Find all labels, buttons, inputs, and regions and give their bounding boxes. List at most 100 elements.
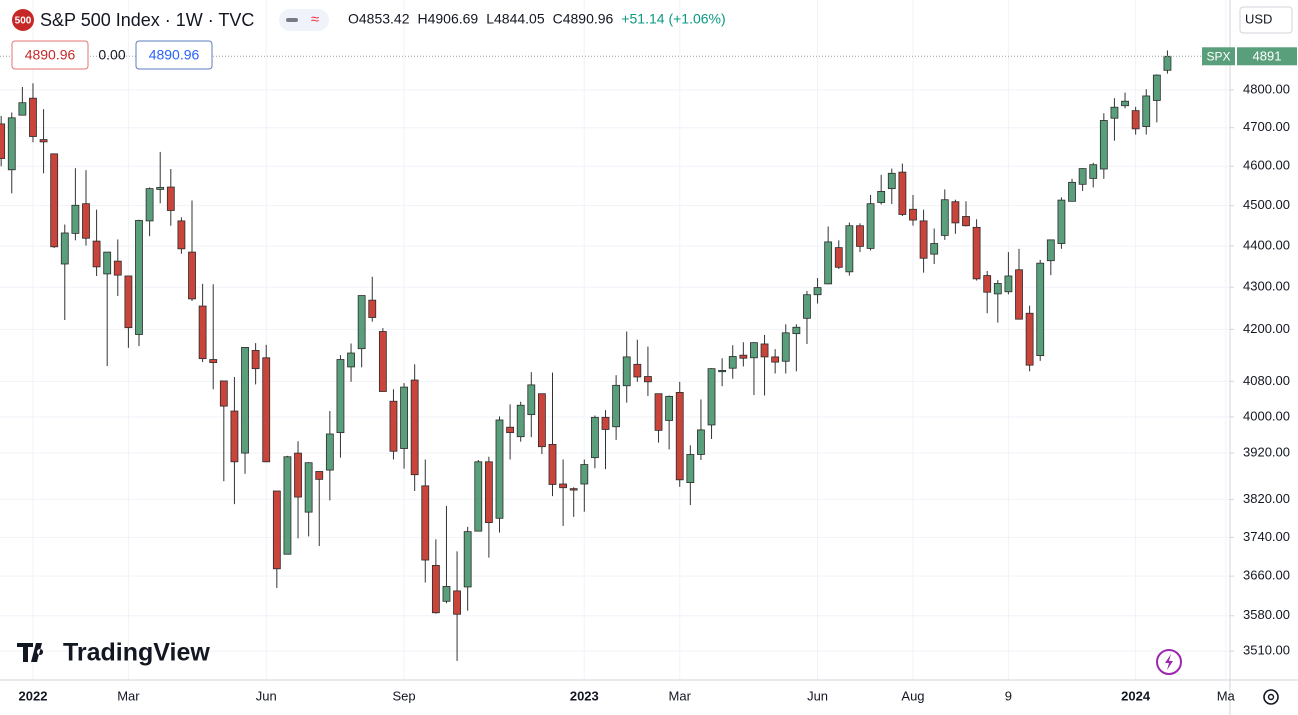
- candle-body: [325, 433, 334, 471]
- candle-body: [633, 363, 642, 378]
- candle-body: [1046, 239, 1055, 262]
- x-tick-label: Ma: [1217, 688, 1236, 703]
- price-tag-label: 4891: [1253, 49, 1282, 64]
- candle-body: [887, 172, 896, 190]
- symbol-tag-label: SPX: [1206, 49, 1230, 63]
- candle-body: [909, 208, 917, 221]
- candle-body: [336, 359, 345, 434]
- candle-body: [198, 305, 207, 360]
- candle-body: [1142, 95, 1151, 127]
- candle-body: [50, 153, 59, 248]
- candle-body: [1036, 262, 1045, 357]
- y-tick-label: 4600.00: [1243, 158, 1290, 173]
- candle-body: [103, 251, 112, 275]
- y-tick-label: 4200.00: [1243, 321, 1290, 336]
- candle-body: [856, 225, 864, 247]
- watermark: TradingView: [63, 639, 210, 667]
- candle-body: [516, 404, 525, 438]
- candle-body: [29, 97, 37, 137]
- candle-body: [315, 471, 324, 480]
- candle-body: [177, 220, 186, 250]
- symbol-logo-text: 500: [15, 16, 32, 27]
- candle-body: [219, 380, 228, 407]
- candle-body: [389, 400, 398, 452]
- ohlc-value: H4906.69: [418, 11, 479, 27]
- candle-body: [39, 139, 48, 143]
- y-tick-label: 4080.00: [1243, 373, 1290, 388]
- candle-body: [951, 201, 960, 224]
- candle-body: [1057, 199, 1066, 244]
- candle-body: [697, 429, 705, 455]
- candle-body: [1004, 275, 1013, 293]
- indicator-toggle[interactable]: [279, 9, 329, 31]
- candle-body: [135, 220, 143, 335]
- candle-body: [675, 391, 684, 481]
- y-tick-label: 4800.00: [1243, 81, 1290, 96]
- candle-body: [622, 356, 631, 387]
- y-tick-label: 3920.00: [1243, 445, 1290, 460]
- candle-body: [463, 531, 472, 588]
- buy-box[interactable]: [135, 40, 213, 70]
- candle-body: [803, 294, 811, 319]
- candle-body: [739, 354, 748, 359]
- toggle-icon: [286, 18, 298, 22]
- candle-body: [644, 376, 652, 383]
- candle-body: [993, 283, 1002, 295]
- candle-body: [569, 488, 578, 491]
- candle-body: [962, 216, 970, 227]
- candle-body: [495, 419, 504, 519]
- buy-price: 4890.96: [149, 47, 200, 63]
- candle-body: [940, 199, 949, 236]
- candle-body: [484, 461, 493, 523]
- y-tick-label: 3820.00: [1243, 491, 1290, 506]
- candle-body: [824, 241, 833, 285]
- candle-body: [919, 220, 928, 259]
- candle-body: [834, 247, 843, 268]
- settings-icon-center: [1267, 693, 1275, 701]
- candle-body: [145, 188, 154, 222]
- price-tag: [1237, 47, 1297, 66]
- candle-body: [866, 203, 875, 249]
- candle-body: [71, 204, 80, 234]
- symbol-logo: [12, 9, 34, 31]
- candle-body: [1163, 55, 1172, 71]
- candle-body: [548, 444, 557, 485]
- candle-body: [983, 275, 992, 293]
- candle-body: [813, 287, 822, 296]
- candle-body: [7, 117, 16, 171]
- currency-box[interactable]: [1239, 6, 1293, 34]
- settings-icon[interactable]: [1263, 689, 1279, 705]
- candle-body: [431, 564, 440, 614]
- chart-title[interactable]: S&P 500 Index · 1W · TVC: [40, 10, 254, 30]
- candle-body: [442, 586, 451, 602]
- candle-body: [728, 356, 737, 369]
- x-tick-label: Jun: [256, 688, 277, 703]
- candle-body: [930, 243, 939, 255]
- y-tick-label: 3740.00: [1243, 529, 1290, 544]
- candle-body: [1078, 168, 1087, 185]
- candle-body: [1099, 120, 1108, 170]
- x-tick-label: Jun: [807, 688, 828, 703]
- candle-body: [506, 426, 514, 434]
- news-icon[interactable]: [1156, 649, 1182, 675]
- x-tick-label: 2024: [1121, 688, 1151, 703]
- x-tick-label: 2023: [570, 688, 599, 703]
- candle-body: [304, 462, 313, 513]
- candle-body: [421, 485, 430, 561]
- candle-body: [781, 332, 790, 362]
- y-tick-label: 4000.00: [1243, 408, 1290, 423]
- news-icon-bolt: [1165, 654, 1173, 670]
- y-tick-label: 3660.00: [1243, 568, 1290, 583]
- sell-box[interactable]: [11, 40, 89, 70]
- candle-body: [1068, 181, 1076, 202]
- candle-body: [559, 483, 568, 489]
- candle-body: [166, 186, 175, 211]
- candle-body: [262, 357, 271, 463]
- candle-body: [378, 331, 387, 392]
- candle-body: [60, 232, 69, 265]
- candle-body: [82, 203, 90, 239]
- x-tick-label: Sep: [392, 688, 415, 703]
- y-tick-label: 4400.00: [1243, 237, 1290, 252]
